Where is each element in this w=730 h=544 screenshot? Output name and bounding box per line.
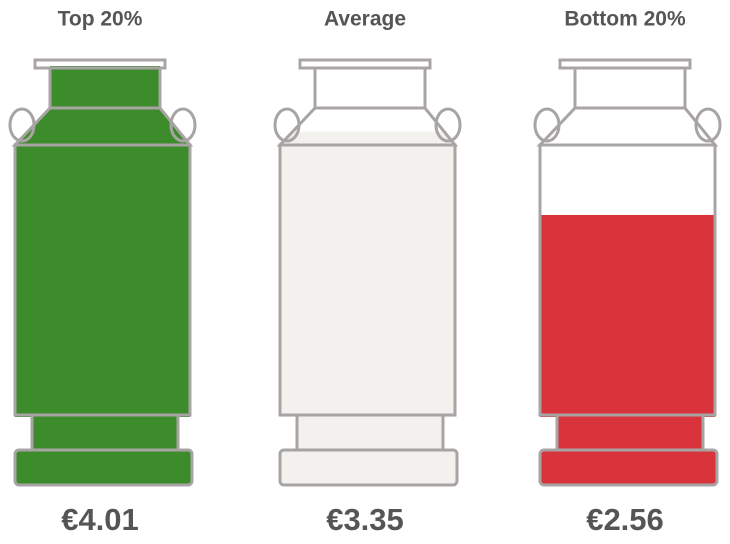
chart: Top 20% €4.01 Average €3.35 Bottom 20% €2.56: [0, 0, 730, 544]
churn-fill: [535, 215, 725, 485]
category-label: Bottom 20%: [564, 8, 686, 31]
value-label: €4.01: [61, 502, 139, 537]
category-label: Top 20%: [58, 8, 143, 31]
value-label: €3.35: [326, 502, 404, 537]
churn-neck: [575, 68, 685, 108]
category-label: Average: [324, 8, 406, 31]
churn-fill: [275, 132, 465, 485]
churn: Bottom 20% €2.56: [535, 8, 725, 538]
churn-neck: [315, 68, 425, 108]
value-label: €2.56: [586, 502, 664, 537]
churn: Top 20% €4.01: [10, 8, 200, 538]
churn: Average €3.35: [275, 8, 465, 538]
